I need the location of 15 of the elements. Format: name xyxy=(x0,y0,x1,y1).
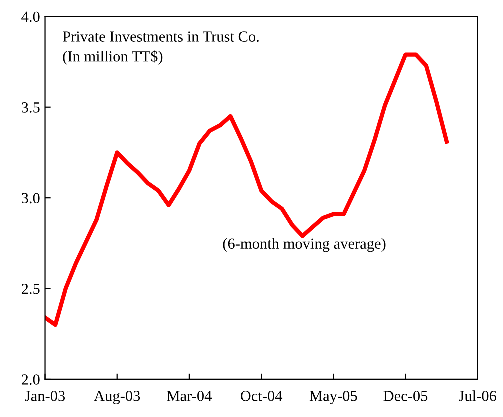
text: Private Investments in Trust Co. (In million TT$) xyxy=(63,32,259,65)
x-tick-label: Jul-06 xyxy=(459,390,496,402)
x-tick-label: Dec-05 xyxy=(384,391,428,402)
x-tick-label: May-05 xyxy=(310,390,358,404)
x-tick-label: Oct-04 xyxy=(240,391,283,402)
x-tick-label: Mar-04 xyxy=(167,391,212,402)
y-tick-label: 4.0 xyxy=(22,12,40,22)
x-tick-label: Aug-03 xyxy=(94,390,140,404)
y-tick-label: 3.0 xyxy=(22,193,40,204)
annotation: (6-month moving average) xyxy=(223,238,386,252)
line-series xyxy=(45,52,450,328)
y-tick-label: 3.5 xyxy=(22,102,40,113)
y-tick-label: 2.0 xyxy=(22,374,40,385)
x-tick-label: Jan-03 xyxy=(25,391,66,402)
y-tick-label: 2.5 xyxy=(22,284,40,294)
